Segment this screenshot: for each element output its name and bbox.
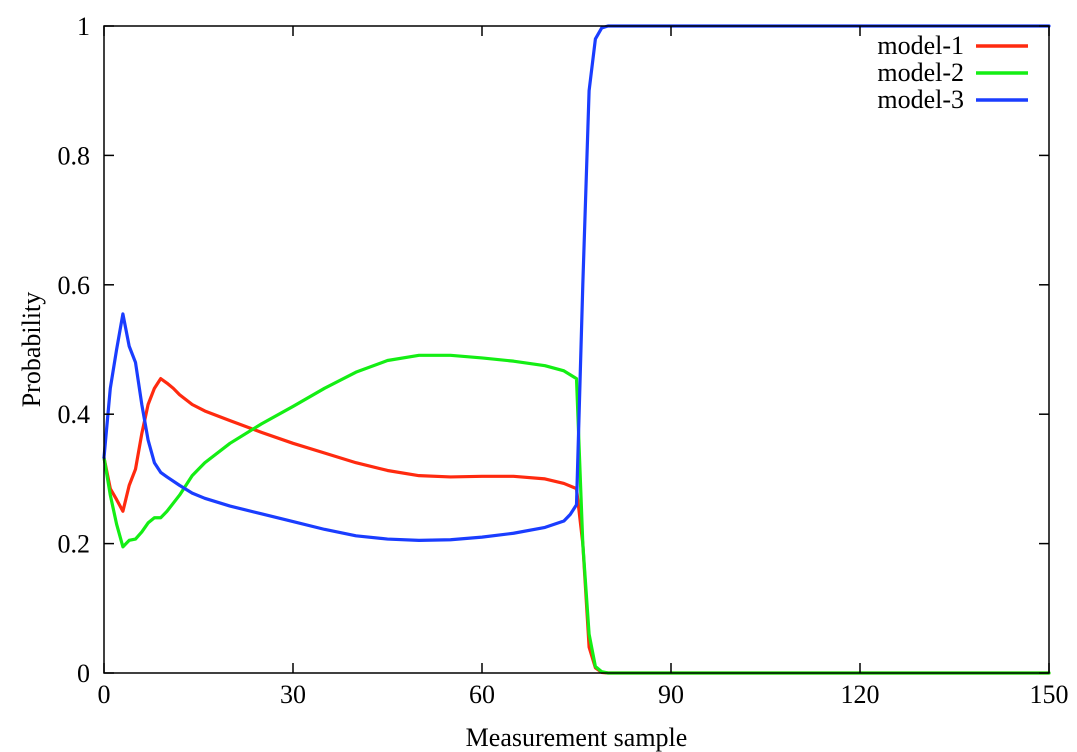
legend-label-model-3: model-3 bbox=[877, 85, 964, 114]
x-tick-label: 30 bbox=[280, 680, 306, 709]
ticks-layer: 0 30 60 90 120 150 0 0.2 0.4 0.6 0.8 1 bbox=[58, 12, 1069, 709]
y-tick-label: 0.8 bbox=[58, 141, 91, 170]
legend-label-model-2: model-2 bbox=[877, 58, 964, 87]
y-tick-label: 0.6 bbox=[58, 271, 91, 300]
y-tick-label: 0 bbox=[77, 659, 90, 688]
y-axis-label: Probability bbox=[17, 292, 46, 408]
y-tick-label: 0.2 bbox=[58, 530, 91, 559]
series-line-model-3 bbox=[102, 24, 1051, 542]
x-tick-label: 0 bbox=[98, 680, 111, 709]
x-tick-label: 90 bbox=[658, 680, 684, 709]
y-tick-label: 1 bbox=[77, 12, 90, 41]
series-layer bbox=[102, 24, 1051, 675]
x-axis-label: Measurement sample bbox=[466, 723, 688, 752]
plot-frame bbox=[103, 25, 1050, 674]
series-line-model-1 bbox=[102, 377, 1051, 675]
y-tick-label: 0.4 bbox=[58, 400, 91, 429]
x-tick-label: 120 bbox=[841, 680, 880, 709]
x-tick-label: 150 bbox=[1030, 680, 1069, 709]
series-line-model-2 bbox=[102, 353, 1051, 675]
x-tick-label: 60 bbox=[469, 680, 495, 709]
legend-label-model-1: model-1 bbox=[877, 31, 964, 60]
